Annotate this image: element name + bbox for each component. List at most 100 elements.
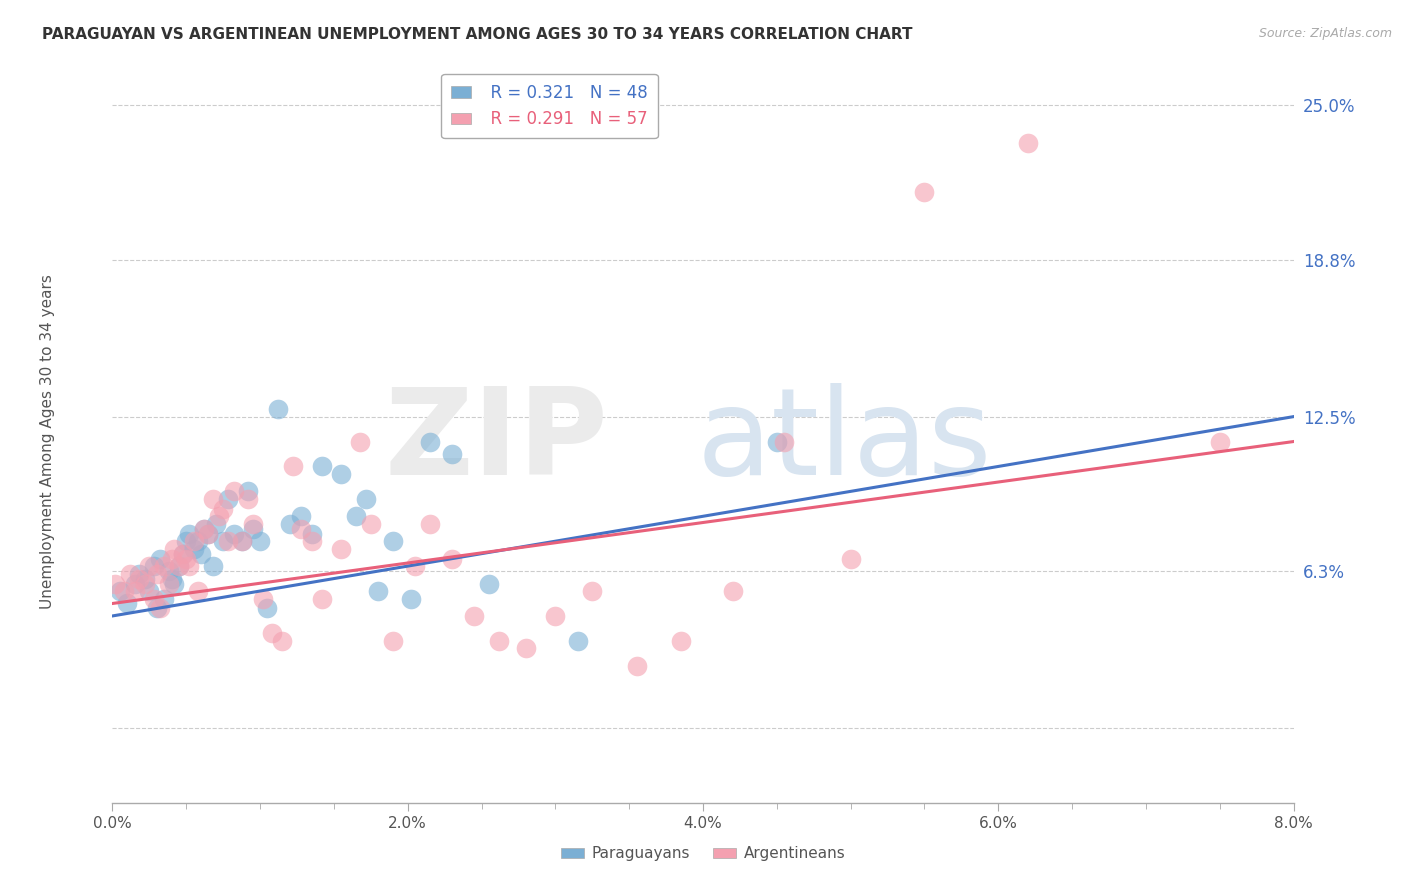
Legend: Paraguayans, Argentineans: Paraguayans, Argentineans <box>555 840 851 867</box>
Point <box>360 516 382 531</box>
Point <box>160 572 183 586</box>
Text: PARAGUAYAN VS ARGENTINEAN UNEMPLOYMENT AMONG AGES 30 TO 34 YEARS CORRELATION CHA: PARAGUAYAN VS ARGENTINEAN UNEMPLOYMENT A… <box>42 27 912 42</box>
Point <box>488 633 510 648</box>
Point <box>399 591 422 606</box>
Point <box>330 467 353 481</box>
Text: atlas: atlas <box>697 383 993 500</box>
Point <box>238 484 260 499</box>
Point <box>349 434 371 449</box>
Point <box>104 576 127 591</box>
Point <box>721 584 744 599</box>
Point <box>193 522 215 536</box>
Point <box>167 559 190 574</box>
Point <box>839 551 862 566</box>
Text: Source: ZipAtlas.com: Source: ZipAtlas.com <box>1258 27 1392 40</box>
Point <box>149 601 172 615</box>
Point <box>163 576 186 591</box>
Point <box>146 566 169 581</box>
Point <box>231 534 253 549</box>
Point <box>222 526 245 541</box>
Point <box>179 526 201 541</box>
Point <box>163 541 186 556</box>
Point <box>281 459 304 474</box>
Point <box>1208 434 1232 449</box>
Point <box>544 609 567 624</box>
Point <box>290 509 312 524</box>
Point <box>120 566 142 581</box>
Point <box>242 522 264 536</box>
Point <box>441 447 464 461</box>
Point <box>260 626 283 640</box>
Point <box>567 633 589 648</box>
Point <box>157 564 180 578</box>
Point <box>149 551 172 566</box>
Point <box>311 459 333 474</box>
Point <box>217 534 239 549</box>
Point <box>222 484 245 499</box>
Point <box>208 509 231 524</box>
Point <box>142 591 165 606</box>
Point <box>301 526 323 541</box>
Point <box>108 584 131 599</box>
Point <box>381 633 405 648</box>
Point <box>172 547 194 561</box>
Text: Unemployment Among Ages 30 to 34 years: Unemployment Among Ages 30 to 34 years <box>39 274 55 609</box>
Point <box>172 547 194 561</box>
Point <box>138 559 160 574</box>
Point <box>183 534 205 549</box>
Point <box>278 516 301 531</box>
Point <box>301 534 323 549</box>
Point <box>212 501 235 516</box>
Point <box>179 559 201 574</box>
Point <box>187 584 209 599</box>
Point <box>249 534 271 549</box>
Point <box>267 402 290 417</box>
Point <box>773 434 796 449</box>
Point <box>256 601 278 615</box>
Point <box>419 434 441 449</box>
Point <box>478 576 501 591</box>
Point <box>124 576 146 591</box>
Point <box>128 566 150 581</box>
Point <box>153 559 176 574</box>
Point <box>197 526 219 541</box>
Point <box>419 516 441 531</box>
Point <box>190 547 212 561</box>
Point <box>197 526 219 541</box>
Point <box>242 516 264 531</box>
Point <box>252 591 274 606</box>
Point <box>128 572 150 586</box>
Point <box>463 609 485 624</box>
Point <box>367 584 389 599</box>
Point <box>231 534 253 549</box>
Point <box>381 534 405 549</box>
Point <box>134 572 156 586</box>
Point <box>193 522 215 536</box>
Point <box>134 576 156 591</box>
Point <box>238 491 260 506</box>
Point <box>441 551 464 566</box>
Point <box>217 491 239 506</box>
Point <box>112 584 135 599</box>
Point <box>157 576 180 591</box>
Point <box>167 559 190 574</box>
Text: ZIP: ZIP <box>385 383 609 500</box>
Point <box>344 509 367 524</box>
Point <box>581 584 603 599</box>
Point <box>153 591 176 606</box>
Point <box>212 534 235 549</box>
Point <box>626 658 648 673</box>
Point <box>311 591 333 606</box>
Point <box>330 541 353 556</box>
Point <box>174 534 197 549</box>
Point <box>290 522 312 536</box>
Point <box>117 597 138 611</box>
Point <box>271 633 294 648</box>
Point <box>669 633 692 648</box>
Point <box>187 534 209 549</box>
Point <box>766 434 789 449</box>
Point <box>205 516 228 531</box>
Point <box>404 559 426 574</box>
Point <box>201 559 224 574</box>
Point <box>160 551 183 566</box>
